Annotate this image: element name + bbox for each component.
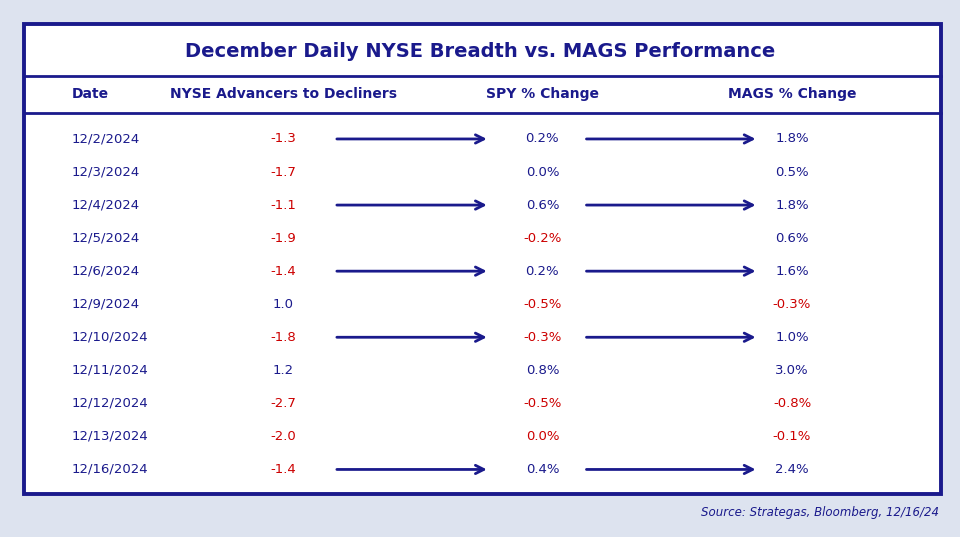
Text: -1.4: -1.4 <box>271 265 296 278</box>
Text: 0.4%: 0.4% <box>526 463 559 476</box>
Text: 0.5%: 0.5% <box>775 165 809 178</box>
Text: 1.2: 1.2 <box>273 364 294 377</box>
Text: 12/6/2024: 12/6/2024 <box>72 265 140 278</box>
Text: -0.3%: -0.3% <box>773 297 811 311</box>
Text: 0.2%: 0.2% <box>525 133 560 146</box>
Text: 12/12/2024: 12/12/2024 <box>72 397 149 410</box>
Text: 12/9/2024: 12/9/2024 <box>72 297 140 311</box>
Text: 0.6%: 0.6% <box>776 231 808 245</box>
Text: 0.0%: 0.0% <box>526 165 559 178</box>
Text: -1.1: -1.1 <box>271 199 296 212</box>
Text: Date: Date <box>72 87 109 101</box>
Text: 0.8%: 0.8% <box>526 364 559 377</box>
Text: 2.4%: 2.4% <box>775 463 809 476</box>
Text: -1.7: -1.7 <box>271 165 296 178</box>
Text: -1.3: -1.3 <box>271 133 296 146</box>
Text: 12/16/2024: 12/16/2024 <box>72 463 149 476</box>
Text: -2.7: -2.7 <box>271 397 296 410</box>
Text: 0.2%: 0.2% <box>525 265 560 278</box>
Text: -1.4: -1.4 <box>271 463 296 476</box>
Text: 12/10/2024: 12/10/2024 <box>72 331 149 344</box>
Text: -1.9: -1.9 <box>271 231 296 245</box>
Text: -1.8: -1.8 <box>271 331 296 344</box>
Text: 0.0%: 0.0% <box>526 430 559 443</box>
Text: -2.0: -2.0 <box>271 430 296 443</box>
Text: 12/2/2024: 12/2/2024 <box>72 133 140 146</box>
Text: 3.0%: 3.0% <box>775 364 809 377</box>
Text: -0.1%: -0.1% <box>773 430 811 443</box>
Text: 12/3/2024: 12/3/2024 <box>72 165 140 178</box>
Text: 1.8%: 1.8% <box>775 133 809 146</box>
Text: MAGS % Change: MAGS % Change <box>728 87 856 101</box>
Text: SPY % Change: SPY % Change <box>486 87 599 101</box>
Text: 0.6%: 0.6% <box>526 199 559 212</box>
Text: 12/13/2024: 12/13/2024 <box>72 430 149 443</box>
FancyBboxPatch shape <box>24 24 941 494</box>
Text: 12/11/2024: 12/11/2024 <box>72 364 149 377</box>
Text: -0.5%: -0.5% <box>523 397 562 410</box>
Text: -0.5%: -0.5% <box>523 297 562 311</box>
Text: 12/4/2024: 12/4/2024 <box>72 199 140 212</box>
Text: NYSE Advancers to Decliners: NYSE Advancers to Decliners <box>170 87 396 101</box>
Text: 12/5/2024: 12/5/2024 <box>72 231 140 245</box>
Text: -0.2%: -0.2% <box>523 231 562 245</box>
Text: -0.3%: -0.3% <box>523 331 562 344</box>
Text: -0.8%: -0.8% <box>773 397 811 410</box>
Text: 1.0: 1.0 <box>273 297 294 311</box>
Text: Source: Strategas, Bloomberg, 12/16/24: Source: Strategas, Bloomberg, 12/16/24 <box>701 506 939 519</box>
Text: 1.8%: 1.8% <box>775 199 809 212</box>
Text: December Daily NYSE Breadth vs. MAGS Performance: December Daily NYSE Breadth vs. MAGS Per… <box>185 41 775 61</box>
Text: 1.6%: 1.6% <box>775 265 809 278</box>
Text: 1.0%: 1.0% <box>775 331 809 344</box>
